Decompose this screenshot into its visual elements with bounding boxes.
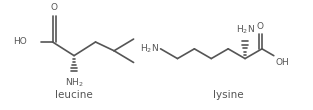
Text: O: O [257,22,264,31]
Text: H$_2$N: H$_2$N [140,43,159,55]
Text: OH: OH [276,58,290,67]
Text: NH$_2$: NH$_2$ [65,76,83,89]
Text: H$_2$N: H$_2$N [236,24,254,36]
Text: HO: HO [13,38,27,47]
Text: lysine: lysine [213,90,244,100]
Text: O: O [51,3,58,12]
Text: leucine: leucine [55,90,93,100]
